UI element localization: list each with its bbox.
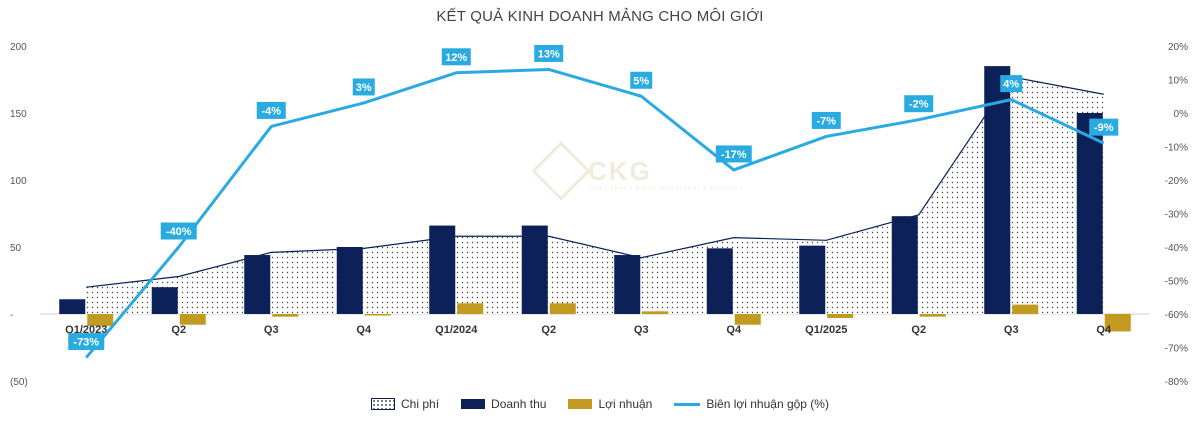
margin-label-box — [256, 101, 286, 119]
legend-item-revenue[interactable]: Doanh thu — [461, 397, 546, 411]
right-axis-tick-label: -40% — [1165, 243, 1188, 254]
x-axis-tick-label: Q2 — [541, 324, 556, 336]
x-axis-tick-label: Q2 — [171, 324, 186, 336]
revenue-bar — [799, 245, 826, 314]
margin-data-label: -40% — [166, 226, 192, 238]
margin-label-box — [160, 222, 197, 240]
profit-bar — [1012, 304, 1039, 314]
right-axis-tick-label: 10% — [1168, 76, 1188, 87]
profit-bar — [179, 314, 206, 325]
right-axis-tick-label: -80% — [1165, 377, 1188, 388]
profit-bar — [87, 314, 114, 327]
margin-label-box — [630, 71, 653, 89]
margin-data-label: 13% — [538, 48, 560, 60]
legend-margin-label: Biên lợi nhuận gộp (%) — [706, 397, 829, 411]
legend-item-cost[interactable]: Chi phí — [371, 397, 439, 411]
revenue-bar — [1076, 113, 1103, 314]
margin-label-box — [534, 44, 564, 62]
revenue-bar — [151, 287, 178, 314]
margin-data-label: -9% — [1094, 122, 1114, 134]
legend-margin-swatch-icon — [674, 402, 701, 406]
watermark-subtext: CHAU KHANH GIANG INVESTMENT & ADVISORY — [590, 186, 744, 192]
right-axis-tick-label: -10% — [1165, 143, 1188, 154]
revenue-bar — [984, 66, 1011, 314]
x-axis-tick-label: Q4 — [356, 324, 372, 336]
margin-label-box — [1000, 75, 1023, 93]
right-axis-tick-label: 20% — [1168, 42, 1188, 53]
legend-revenue-label: Doanh thu — [491, 397, 547, 411]
profit-bar — [1104, 314, 1131, 332]
profit-bar — [919, 314, 946, 317]
right-axis-tick-label: -70% — [1165, 344, 1188, 355]
margin-data-label: -4% — [261, 105, 281, 117]
profit-bar — [734, 314, 761, 325]
x-axis-tick-label: Q3 — [634, 324, 649, 336]
margin-data-label: 4% — [1003, 79, 1019, 91]
revenue-bar — [614, 255, 641, 314]
left-axis-tick-label: 100 — [10, 176, 27, 187]
x-axis-tick-label: Q1/2024 — [435, 324, 478, 336]
revenue-bar — [891, 216, 918, 314]
right-axis-tick-label: -60% — [1165, 310, 1188, 321]
legend-cost-label: Chi phí — [401, 397, 440, 411]
margin-line — [85, 67, 1105, 359]
chart-title: KẾT QUẢ KINH DOANH MẢNG CHO MÔI GIỚI — [436, 8, 764, 25]
margin-label-box — [811, 111, 841, 129]
margin-data-label: -17% — [721, 149, 747, 161]
margin-data-label: -7% — [816, 115, 836, 127]
legend: Chi phí Doanh thu Lợi nhuận Biên lợi nhu… — [0, 397, 1200, 411]
legend-item-profit[interactable]: Lợi nhuận — [568, 397, 652, 411]
revenue-bar — [521, 225, 548, 314]
x-axis-tick-label: Q3 — [264, 324, 279, 336]
margin-data-label: -2% — [909, 99, 929, 111]
legend-cost-swatch-icon — [371, 398, 396, 410]
revenue-bar — [706, 248, 733, 314]
x-axis-tick-label: Q4 — [1096, 324, 1112, 336]
profit-bar — [272, 314, 299, 317]
revenue-bar — [59, 299, 86, 314]
profit-bar — [549, 303, 576, 314]
left-axis-tick-label: 50 — [10, 243, 22, 254]
legend-revenue-swatch-icon — [461, 399, 486, 409]
margin-label-box — [1089, 118, 1119, 136]
right-axis-tick-label: 0% — [1174, 109, 1189, 120]
profit-bar — [364, 314, 391, 316]
watermark: CKG CHAU KHANH GIANG INVESTMENT & ADVISO… — [531, 141, 743, 201]
right-axis-tick-label: -30% — [1165, 210, 1188, 221]
left-axis-tick-label: - — [10, 310, 13, 321]
right-axis-tick-label: -50% — [1165, 277, 1188, 288]
margin-label-box — [352, 78, 375, 96]
left-axis-tick-label: 150 — [10, 109, 27, 120]
profit-bar — [827, 314, 854, 319]
margin-label-box — [904, 95, 934, 113]
revenue-bar — [336, 247, 363, 314]
x-axis-tick-label: Q2 — [911, 324, 926, 336]
x-axis-tick-label: Q4 — [726, 324, 742, 336]
watermark-text: CKG — [588, 155, 652, 186]
left-axis-tick-label: 200 — [10, 42, 27, 53]
x-axis-tick-label: Q3 — [1004, 324, 1019, 336]
margin-data-label: 3% — [356, 82, 372, 94]
profit-bar — [457, 303, 484, 314]
profit-bar — [642, 311, 669, 314]
revenue-bar — [244, 255, 271, 314]
margin-label-box — [441, 48, 471, 66]
margin-label-box — [68, 333, 105, 351]
right-axis-tick-label: -20% — [1165, 176, 1188, 187]
legend-profit-swatch-icon — [568, 399, 593, 409]
margin-data-label: -73% — [73, 337, 99, 349]
margin-label-box — [715, 145, 752, 163]
legend-item-margin[interactable]: Biên lợi nhuận gộp (%) — [674, 397, 829, 411]
x-axis-tick-label: Q1/2025 — [805, 324, 847, 336]
margin-data-label: 5% — [633, 75, 649, 87]
left-axis-tick-label: (50) — [10, 377, 28, 388]
legend-profit-label: Lợi nhuận — [598, 397, 653, 411]
revenue-bar — [429, 225, 456, 314]
x-axis-tick-label: Q1/2023 — [65, 324, 107, 336]
margin-data-label: 12% — [445, 52, 467, 64]
